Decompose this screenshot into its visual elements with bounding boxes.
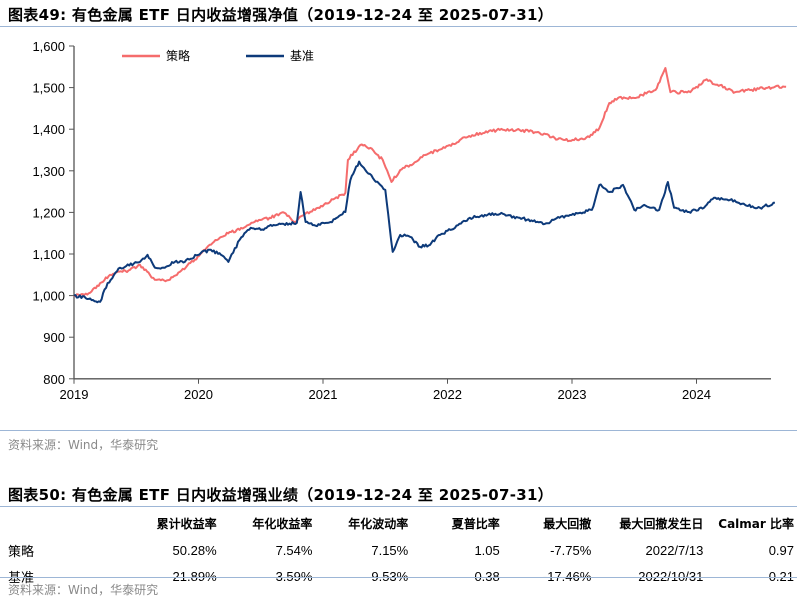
col-header-annual-return: 年化收益率 (252, 517, 313, 531)
cell-cumulative-return: 50.28% (172, 542, 217, 558)
row-label: 策略 (8, 544, 35, 560)
table-header-row: 累计收益率 年化收益率 年化波动率 夏普比率 最大回撤 最大回撤发生日 Calm… (0, 510, 797, 537)
cell-annual-return: 7.54% (275, 542, 313, 558)
cell-max-drawdown: -17.46% (542, 568, 592, 584)
table-row-benchmark: 基准 21.89% 3.59% 9.53% 0.38 -17.46% 2022/… (0, 563, 797, 589)
nav-line-chart: 800 900 1,000 1,100 1,200 1,300 1,400 1,500 1,60… (32, 39, 787, 402)
y-tick-label: 1,300 (32, 164, 65, 179)
col-header-annual-volatility: 年化波动率 (348, 517, 409, 531)
cell-max-drawdown-date: 2022/10/31 (638, 568, 704, 584)
x-tick-label: 2020 (184, 387, 213, 402)
cell-calmar: 0.97 (768, 542, 794, 558)
cell-annual-volatility: 9.53% (371, 568, 409, 584)
col-header-sharpe: 夏普比率 (451, 517, 500, 531)
cell-max-drawdown: -7.75% (550, 542, 592, 558)
y-tick-label: 1,100 (32, 247, 65, 262)
strategy-line (73, 67, 787, 298)
title-rule (0, 26, 797, 27)
source-rule (0, 430, 797, 431)
y-tick-label: 1,500 (32, 81, 65, 96)
chart-legend: 策略 基准 (122, 48, 314, 63)
x-tick-label: 2021 (309, 387, 338, 402)
table-title-rule (0, 506, 797, 507)
legend-benchmark-label: 基准 (290, 49, 314, 63)
x-tick-label: 2019 (60, 387, 89, 402)
benchmark-line (73, 160, 775, 304)
x-tick-label: 2022 (433, 387, 462, 402)
col-header-max-drawdown: 最大回撤 (543, 517, 592, 531)
chart-series (73, 67, 787, 304)
cell-cumulative-return: 21.89% (172, 568, 217, 584)
figure50-source: 资料来源：Wind，华泰研究 (8, 583, 159, 597)
col-header-max-drawdown-date: 最大回撤发生日 (619, 517, 704, 531)
col-header-calmar: Calmar 比率 (718, 517, 794, 531)
y-tick-label: 800 (43, 372, 65, 387)
col-header-cumulative-return: 累计收益率 (156, 517, 217, 531)
table-row-strategy: 策略 50.28% 7.54% 7.15% 1.05 -7.75% 2022/7… (0, 537, 797, 563)
x-axis: 2019 2020 2021 2022 2023 2024 (60, 378, 771, 402)
y-tick-label: 1,400 (32, 122, 65, 137)
y-tick-label: 1,000 (32, 289, 65, 304)
legend-strategy-label: 策略 (166, 48, 190, 63)
performance-table: 累计收益率 年化收益率 年化波动率 夏普比率 最大回撤 最大回撤发生日 Calm… (0, 510, 797, 589)
cell-sharpe: 1.05 (474, 542, 500, 558)
row-label: 基准 (8, 570, 35, 586)
figure49-title: 图表49: 有色金属 ETF 日内收益增强净值（2019-12-24 至 202… (8, 6, 554, 24)
y-axis: 800 900 1,000 1,100 1,200 1,300 1,400 1,500 1,60… (32, 39, 75, 387)
figure50-title: 图表50: 有色金属 ETF 日内收益增强业绩（2019-12-24 至 202… (8, 486, 554, 504)
y-tick-label: 900 (43, 330, 65, 345)
cell-annual-return: 3.59% (275, 568, 313, 584)
figure49-source: 资料来源：Wind，华泰研究 (8, 438, 159, 452)
y-tick-label: 1,600 (32, 39, 65, 54)
cell-sharpe: 0.38 (474, 568, 500, 584)
col-header-name (0, 510, 62, 537)
x-tick-label: 2023 (558, 387, 587, 402)
x-tick-label: 2024 (682, 387, 711, 402)
y-tick-label: 1,200 (32, 205, 65, 220)
cell-max-drawdown-date: 2022/7/13 (645, 542, 704, 558)
cell-annual-volatility: 7.15% (371, 542, 409, 558)
table-bottom-rule (0, 577, 797, 578)
cell-calmar: 0.21 (768, 568, 794, 584)
